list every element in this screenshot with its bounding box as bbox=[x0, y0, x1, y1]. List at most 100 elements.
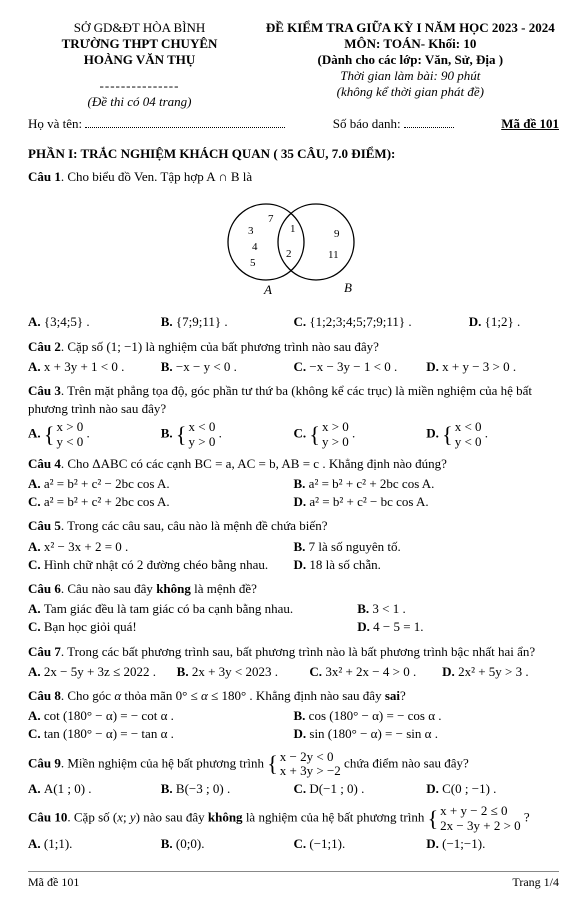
q8-opt-a: A. cot (180° − α) = − cot α . bbox=[28, 707, 294, 725]
q1-opt-c: C. {1;2;3;4;5;7;9;11} . bbox=[294, 313, 469, 331]
venn-diagram: A B 1 2 3 4 5 7 9 11 bbox=[28, 192, 559, 307]
q6-opt-d: D. 4 − 5 = 1. bbox=[357, 618, 559, 636]
q4-text: . Cho ΔABC có các cạnh BC = a, AC = b, A… bbox=[61, 456, 447, 471]
question-7: Câu 7. Trong các bất phương trình sau, b… bbox=[28, 643, 559, 681]
duration: Thời gian làm bài: 90 phút bbox=[262, 68, 559, 84]
footer-right: Trang 1/4 bbox=[512, 875, 559, 890]
q1-opt-b: B. {7;9;11} . bbox=[161, 313, 294, 331]
svg-text:A: A bbox=[263, 282, 272, 297]
q5-opt-c: C. Hình chữ nhật có 2 đường chéo bằng nh… bbox=[28, 556, 294, 574]
q9-opt-b: B. B(−3 ; 0) . bbox=[161, 780, 294, 798]
q3-text: . Trên mặt phẳng tọa độ, góc phần tư thứ… bbox=[28, 383, 532, 416]
q9-options: A. A(1 ; 0) . B. B(−3 ; 0) . C. D(−1 ; 0… bbox=[28, 780, 559, 798]
q10-opt-d: D. (−1;−1). bbox=[426, 835, 559, 853]
q10-tail: ? bbox=[524, 810, 530, 825]
svg-text:3: 3 bbox=[248, 225, 254, 237]
question-8: Câu 8. Cho góc α thỏa mãn 0° ≤ α ≤ 180° … bbox=[28, 687, 559, 744]
q8-opt-c: C. tan (180° − α) = − tan α . bbox=[28, 725, 294, 743]
note: (không kể thời gian phát đề) bbox=[262, 84, 559, 100]
q7-opt-b: B. 2x + 3y < 2023 . bbox=[177, 663, 310, 681]
question-6: Câu 6. Câu nào sau đây không là mệnh đề?… bbox=[28, 580, 559, 637]
q5-options: A. x² − 3x + 2 = 0 . B. 7 là số nguyên t… bbox=[28, 538, 559, 574]
q4-label: Câu 4 bbox=[28, 456, 61, 471]
q1-label: Câu 1 bbox=[28, 169, 61, 184]
svg-text:11: 11 bbox=[328, 249, 339, 261]
question-9: Câu 9. Miền nghiệm của hệ bất phương trì… bbox=[28, 750, 559, 799]
q1-options: A. {3;4;5} . B. {7;9;11} . C. {1;2;3;4;5… bbox=[28, 313, 559, 331]
q5-opt-b: B. 7 là số nguyên tố. bbox=[294, 538, 560, 556]
subject: MÔN: TOÁN- Khối: 10 bbox=[262, 36, 559, 52]
q9-opt-a: A. A(1 ; 0) . bbox=[28, 780, 161, 798]
q9-label: Câu 9 bbox=[28, 755, 61, 770]
dash-line: --------------- bbox=[28, 78, 251, 94]
audience: (Dành cho các lớp: Văn, Sử, Địa ) bbox=[262, 52, 559, 68]
header-right: ĐỀ KIỂM TRA GIỮA KỲ I NĂM HỌC 2023 - 202… bbox=[262, 20, 559, 110]
svg-text:2: 2 bbox=[286, 248, 292, 260]
q4-opt-b: B. a² = b² + c² + 2bc cos A. bbox=[294, 475, 560, 493]
q10-text: . Cặp số (x; y) nào sau đây không là ngh… bbox=[67, 810, 427, 825]
question-5: Câu 5. Trong các câu sau, câu nào là mện… bbox=[28, 517, 559, 574]
q4-opt-c: C. a² = b² + c² + 2bc cos A. bbox=[28, 493, 294, 511]
q1-opt-d: D. {1;2} . bbox=[469, 313, 559, 331]
q10-opt-b: B. (0;0). bbox=[161, 835, 294, 853]
q2-opt-d: D. x + y − 3 > 0 . bbox=[426, 358, 559, 376]
q4-opt-a: A. a² = b² + c² − 2bc cos A. bbox=[28, 475, 294, 493]
section-title: PHẦN I: TRẮC NGHIỆM KHÁCH QUAN ( 35 CÂU,… bbox=[28, 146, 559, 162]
svg-text:9: 9 bbox=[334, 228, 340, 240]
q9-opt-c: C. D(−1 ; 0) . bbox=[294, 780, 427, 798]
sbd-field[interactable] bbox=[404, 117, 454, 128]
q6-opt-b: B. 3 < 1 . bbox=[357, 600, 559, 618]
footer: Mã đề 101 Trang 1/4 bbox=[28, 871, 559, 890]
question-10: Câu 10. Cặp số (x; y) nào sau đây không … bbox=[28, 804, 559, 853]
question-2: Câu 2. Cặp số (1; −1) là nghiệm của bất … bbox=[28, 338, 559, 376]
q8-opt-d: D. sin (180° − α) = − sin α . bbox=[294, 725, 560, 743]
q2-opt-c: C. −x − 3y − 1 < 0 . bbox=[294, 358, 427, 376]
q3-opt-c: C. {x > 0y > 0 . bbox=[294, 420, 427, 449]
q7-opt-c: C. 3x² + 2x − 4 > 0 . bbox=[309, 663, 442, 681]
q6-options: A. Tam giác đều là tam giác có ba cạnh b… bbox=[28, 600, 559, 636]
name-row: Họ và tên: Số báo danh: Mã đề 101 bbox=[28, 116, 559, 132]
footer-left: Mã đề 101 bbox=[28, 875, 79, 890]
svg-text:B: B bbox=[344, 280, 352, 295]
name-field[interactable] bbox=[85, 117, 285, 128]
q3-options: A. {x > 0y < 0 . B. {x < 0y > 0 . C. {x … bbox=[28, 420, 559, 449]
q8-options: A. cot (180° − α) = − cot α . B. cos (18… bbox=[28, 707, 559, 743]
q1-text: . Cho biểu đồ Ven. Tập hợp A ∩ B là bbox=[61, 169, 252, 184]
exam-title: ĐỀ KIỂM TRA GIỮA KỲ I NĂM HỌC 2023 - 202… bbox=[262, 20, 559, 36]
q1-opt-a: A. {3;4;5} . bbox=[28, 313, 161, 331]
sbd-label: Số báo danh: bbox=[333, 116, 454, 132]
q8-opt-b: B. cos (180° − α) = − cos α . bbox=[294, 707, 560, 725]
q6-opt-c: C. Bạn học giỏi quá! bbox=[28, 618, 357, 636]
q3-opt-b: B. {x < 0y > 0 . bbox=[161, 420, 294, 449]
q10-opt-c: C. (−1;1). bbox=[294, 835, 427, 853]
q3-opt-d: D. {x < 0y < 0 . bbox=[426, 420, 559, 449]
q2-label: Câu 2 bbox=[28, 339, 61, 354]
question-4: Câu 4. Cho ΔABC có các cạnh BC = a, AC =… bbox=[28, 455, 559, 512]
q10-label: Câu 10 bbox=[28, 810, 67, 825]
q7-options: A. 2x − 5y + 3z ≤ 2022 . B. 2x + 3y < 20… bbox=[28, 663, 559, 681]
q8-text: . Cho góc α thỏa mãn 0° ≤ α ≤ 180° . Khẳ… bbox=[61, 688, 406, 703]
q7-text: . Trong các bất phương trình sau, bất ph… bbox=[61, 644, 535, 659]
q3-label: Câu 3 bbox=[28, 383, 61, 398]
q9-tail: chứa điểm nào sau đây? bbox=[344, 755, 469, 770]
q10-opt-a: A. (1;1). bbox=[28, 835, 161, 853]
q4-options: A. a² = b² + c² − 2bc cos A. B. a² = b² … bbox=[28, 475, 559, 511]
exam-code: Mã đề 101 bbox=[501, 116, 559, 132]
q6-text: . Câu nào sau đây không là mệnh đề? bbox=[61, 581, 257, 596]
q2-opt-b: B. −x − y < 0 . bbox=[161, 358, 294, 376]
q2-options: A. x + 3y + 1 < 0 . B. −x − y < 0 . C. −… bbox=[28, 358, 559, 376]
q10-options: A. (1;1). B. (0;0). C. (−1;1). D. (−1;−1… bbox=[28, 835, 559, 853]
question-3: Câu 3. Trên mặt phẳng tọa độ, góc phần t… bbox=[28, 382, 559, 449]
q2-opt-a: A. x + 3y + 1 < 0 . bbox=[28, 358, 161, 376]
q5-opt-a: A. x² − 3x + 2 = 0 . bbox=[28, 538, 294, 556]
q4-opt-d: D. a² = b² + c² − bc cos A. bbox=[294, 493, 560, 511]
question-1: Câu 1. Cho biểu đồ Ven. Tập hợp A ∩ B là… bbox=[28, 168, 559, 332]
department: SỞ GD&ĐT HÒA BÌNH bbox=[28, 20, 251, 36]
q7-label: Câu 7 bbox=[28, 644, 61, 659]
svg-text:4: 4 bbox=[252, 241, 258, 253]
q9-opt-d: D. C(0 ; −1) . bbox=[426, 780, 559, 798]
header-left: SỞ GD&ĐT HÒA BÌNH TRƯỜNG THPT CHUYÊN HOÀ… bbox=[28, 20, 251, 110]
q8-label: Câu 8 bbox=[28, 688, 61, 703]
q9-text: . Miền nghiệm của hệ bất phương trình bbox=[61, 755, 267, 770]
school-line2: HOÀNG VĂN THỤ bbox=[28, 52, 251, 68]
